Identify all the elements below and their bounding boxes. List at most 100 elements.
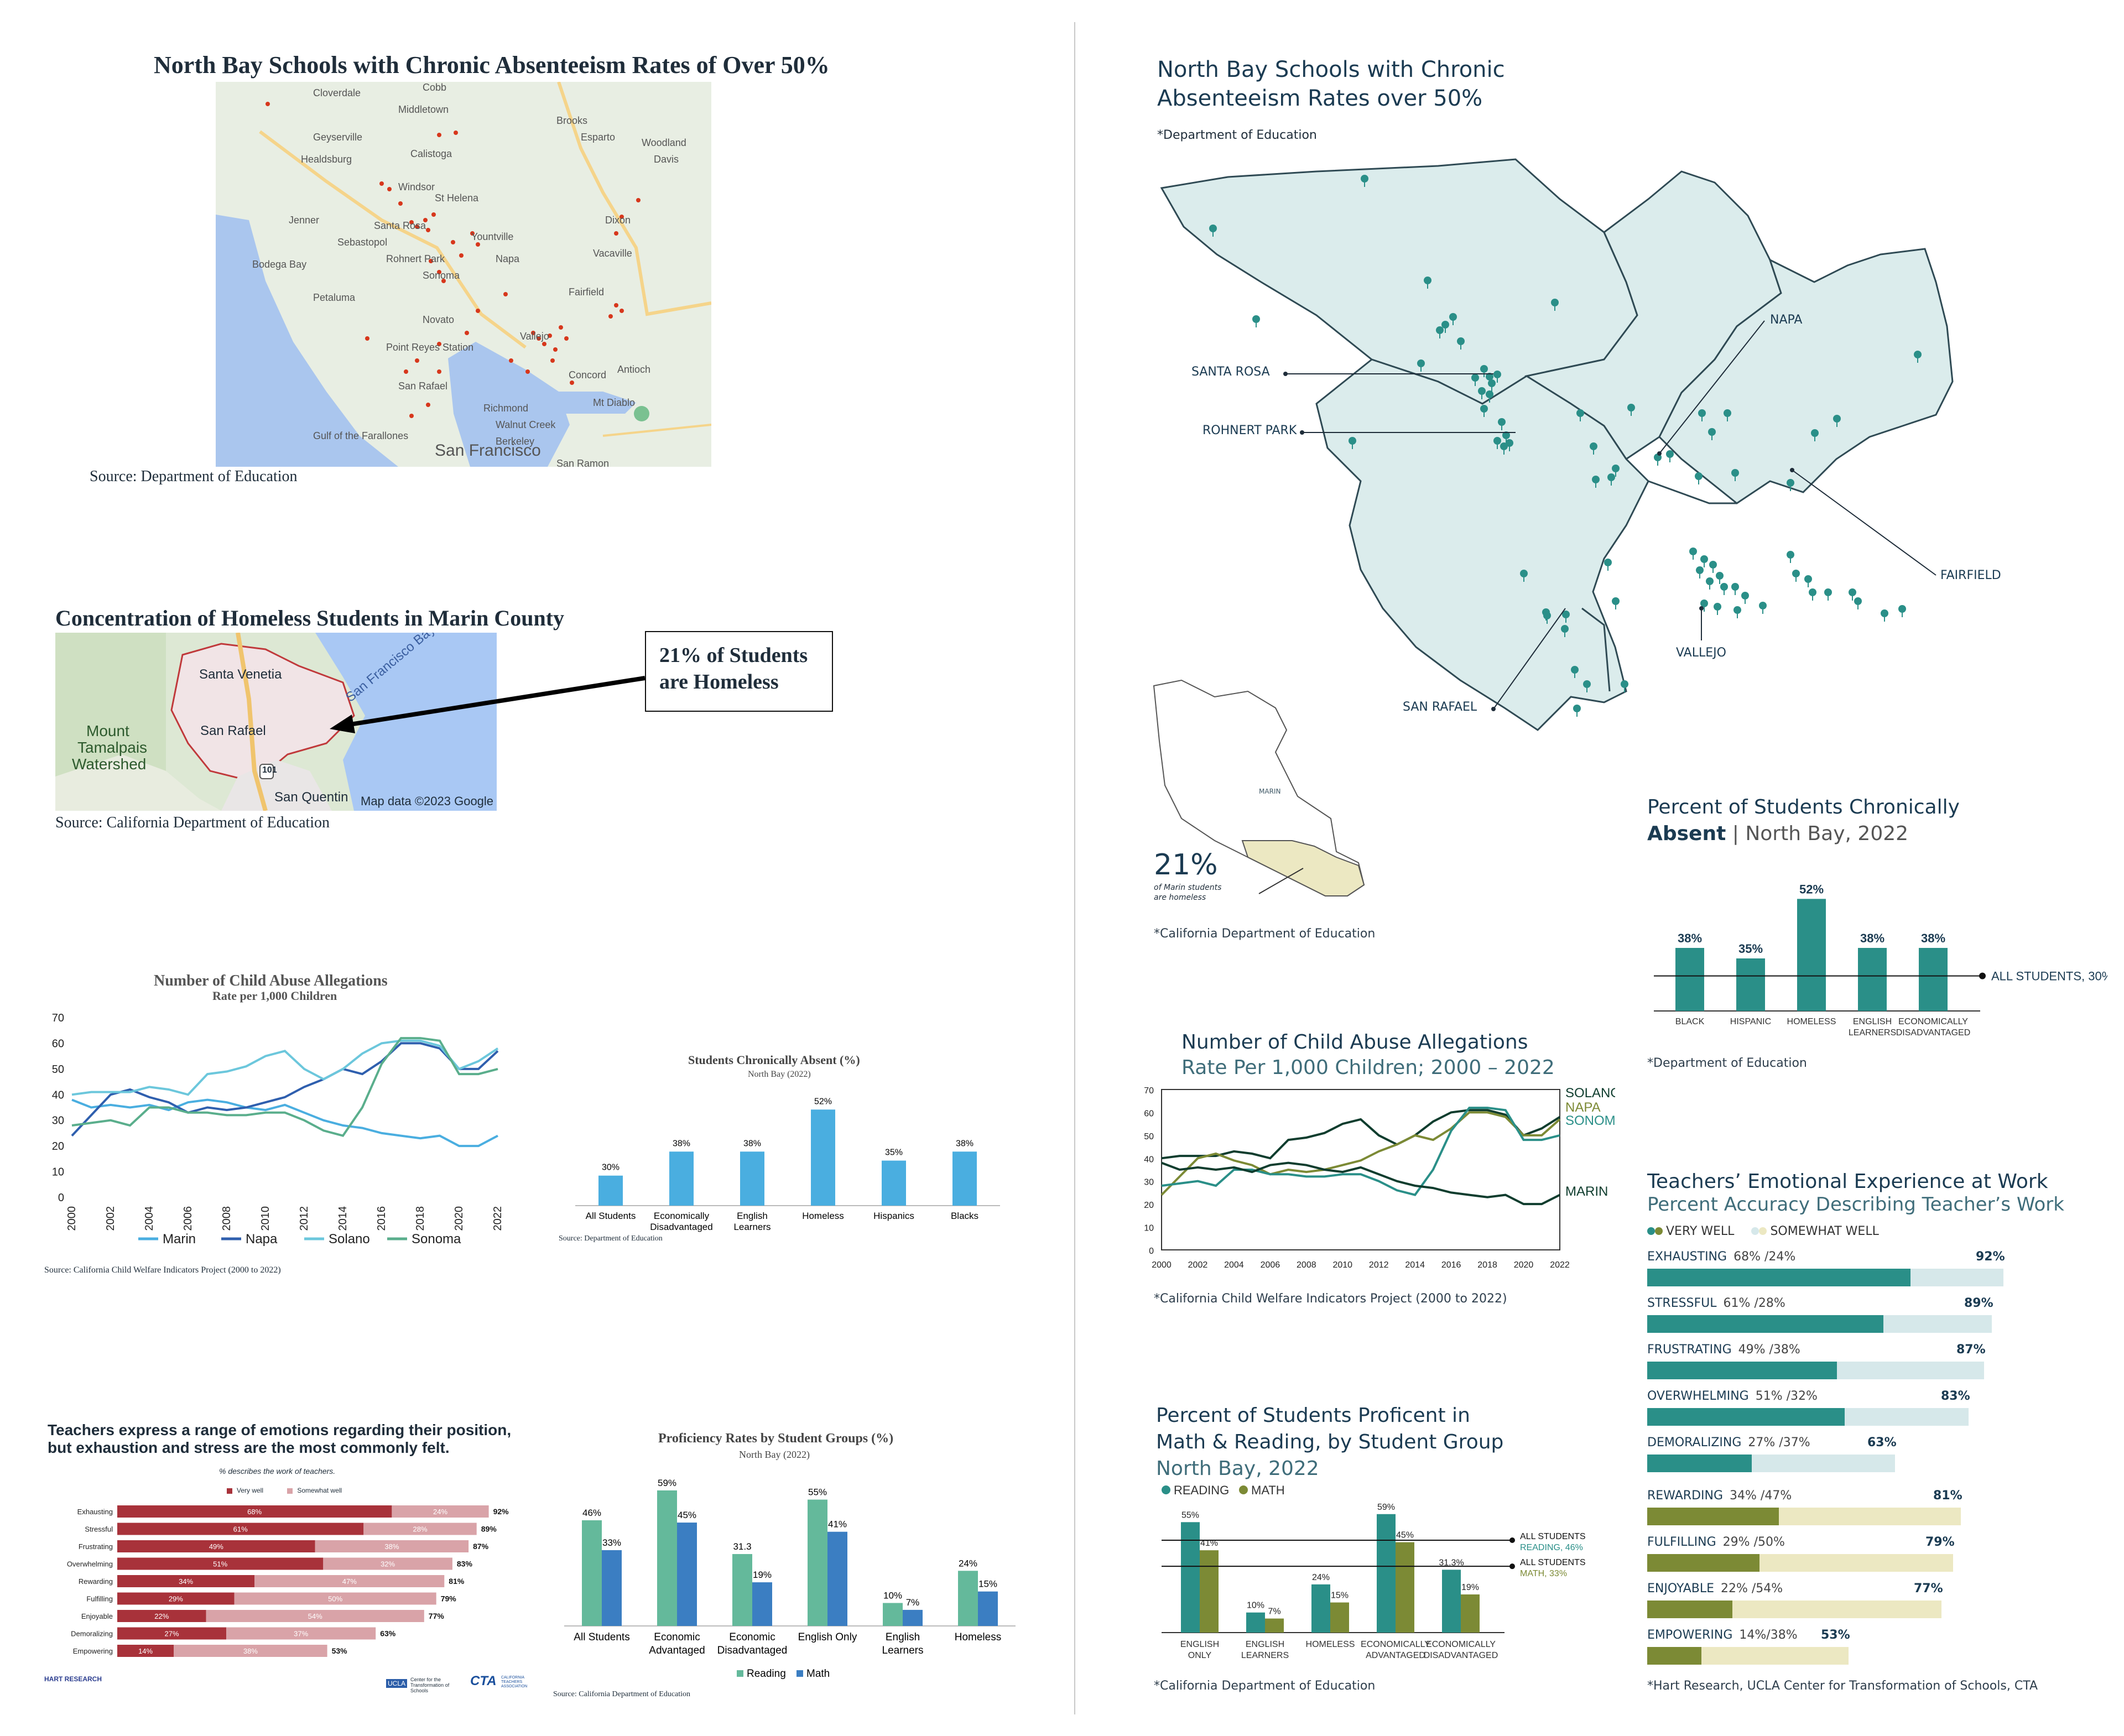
reference-value-label: MATH, 33% (1520, 1569, 1567, 1578)
school-pin-stem (1547, 618, 1548, 624)
split-label: 22% /54% (1721, 1582, 1783, 1596)
left-map1-svg (216, 82, 711, 467)
split-label: 29% /50% (1722, 1535, 1785, 1549)
school-pin-stem (1699, 573, 1700, 578)
school-pin (1731, 583, 1739, 591)
school-dot (570, 380, 574, 385)
split-label: 27% /37% (1748, 1436, 1810, 1450)
school-dot (387, 187, 392, 191)
map-place-label: Sebastopol (337, 237, 388, 248)
reference-label: ALL STUDENTS, 30% (1991, 969, 2107, 983)
y-tick-label: 30 (52, 1115, 64, 1127)
bar-value-label: 27% (165, 1630, 179, 1638)
school-pin-stem (1693, 554, 1694, 560)
bar-value-label: 59% (658, 1478, 676, 1488)
bar-value-label: 15% (978, 1579, 997, 1589)
school-dot (365, 336, 369, 341)
x-category-label: English Only (798, 1631, 857, 1643)
bar (882, 1160, 906, 1206)
school-pin-stem (1427, 283, 1428, 289)
left-teachers-chart: Exhausting 68% 24% 92% Stressful 61% 28% 89% Fru… (67, 1505, 509, 1657)
bar-value-label: 52% (1799, 882, 1824, 896)
legend-label: Math (806, 1668, 830, 1680)
legend-very-well-swatch (227, 1488, 232, 1494)
bar-value-label: 38% (673, 1139, 690, 1148)
school-pin (1480, 365, 1488, 373)
bar-value-label: 50% (328, 1595, 342, 1603)
reference-label: ALL STUDENTS (1520, 1532, 1586, 1541)
reference-dot (1509, 1563, 1515, 1570)
bar-somewhat-well (1845, 1408, 1969, 1426)
bar-somewhat-well (1701, 1647, 1849, 1665)
bar-reading (1181, 1522, 1200, 1633)
school-dot (437, 133, 441, 137)
bar-math (677, 1523, 697, 1626)
left-teachers-legend: Very well Somewhat well (227, 1487, 342, 1494)
school-dot (525, 369, 530, 374)
bar-math (1265, 1618, 1284, 1633)
school-dot (542, 342, 546, 346)
bar-very-well (117, 1540, 315, 1552)
right-prof-chart: READING MATH 55% 41% ENGLISH ONLY 10% 7% ENGLISH… (1162, 1483, 1586, 1660)
x-tick-label: 2000 (66, 1206, 78, 1231)
right-abuse-source: *California Child Welfare Indicators Pro… (1154, 1292, 1507, 1306)
left-map2: Santa Venetia San Rafael Mount Tamalpais… (55, 633, 497, 811)
school-dot (564, 336, 569, 341)
school-dot (426, 228, 430, 232)
right-absent-title-bold: Absent (1647, 822, 1726, 845)
school-dot (459, 253, 464, 258)
bar-reading (808, 1499, 827, 1626)
marin-inset-label: MARIN (1259, 788, 1281, 795)
bar-value-label: 29% (169, 1595, 183, 1603)
map-place-label: Windsor (398, 181, 435, 192)
place-san-quentin: San Quentin (274, 790, 348, 805)
series-line-napa (1160, 1111, 1561, 1196)
x-tick-label: 2020 (453, 1206, 465, 1231)
teacher-row-label: ENJOYABLE 22% /54% (1647, 1582, 1783, 1596)
school-dot (465, 331, 469, 335)
legend-somewhat-dot-teal (1751, 1227, 1759, 1235)
school-pin-stem (1762, 608, 1763, 614)
bar-somewhat-well (1883, 1315, 1992, 1333)
bar-very-well (117, 1592, 235, 1605)
legend-label: READING (1174, 1483, 1229, 1497)
bar (952, 1151, 977, 1206)
school-dot (553, 347, 558, 352)
series-line-sonoma (71, 1037, 498, 1137)
bar-value-label: 59% (1377, 1503, 1395, 1512)
bar-very-well (1647, 1315, 1883, 1333)
school-dot (509, 358, 513, 363)
school-pin-stem (1902, 612, 1903, 617)
place-tamalpais: Tamalpais (77, 739, 148, 756)
bar-value-label: 61% (233, 1525, 248, 1534)
place-santa-venetia: Santa Venetia (199, 667, 282, 682)
left-prof-subtitle: North Bay (2022) (739, 1449, 810, 1460)
map-place-label: Geyserville (313, 132, 363, 143)
school-pin-stem (1523, 576, 1524, 582)
right-teachers-source: *Hart Research, UCLA Center for Transfor… (1647, 1679, 2038, 1693)
x-tick-label: 2004 (143, 1206, 155, 1231)
y-tick-label: 40 (52, 1089, 64, 1101)
school-dot (476, 242, 480, 247)
bar (1919, 948, 1948, 1011)
category-label: DEMORALIZING (1647, 1436, 1742, 1450)
category-label: Frustrating (79, 1542, 113, 1551)
total-label: 63% (1867, 1436, 1897, 1450)
bar-value-label: 7% (1268, 1607, 1280, 1617)
category-label: Stressful (85, 1525, 113, 1534)
map-place-label: San Rafael (398, 380, 448, 392)
bar-reading (582, 1520, 602, 1626)
bar-value-label: 52% (814, 1097, 832, 1106)
callout-line1: 21% of Students (659, 644, 808, 667)
bar-reading (1311, 1584, 1330, 1633)
bar-value-label: 24% (959, 1558, 977, 1568)
bar-total-label: 81% (449, 1577, 465, 1586)
x-category-label: HOMELESS (1306, 1640, 1355, 1649)
school-dot (409, 220, 414, 225)
school-pin (1607, 473, 1615, 481)
bar-value-label: 35% (885, 1148, 903, 1158)
x-tick-label: 2002 (1188, 1260, 1208, 1270)
reference-dot (1979, 972, 1986, 979)
left-map1-title: North Bay Schools with Chronic Absenteei… (154, 51, 830, 79)
bar (669, 1151, 694, 1206)
